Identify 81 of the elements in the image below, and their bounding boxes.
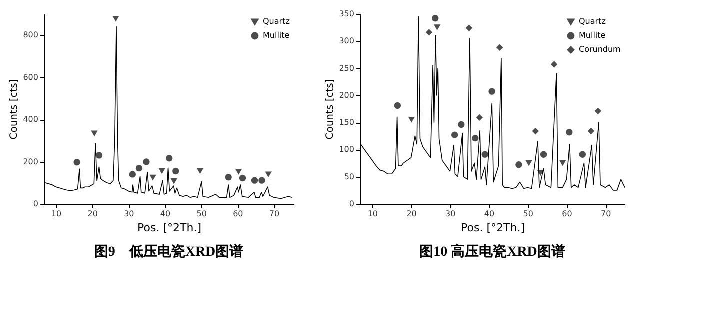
legend-label: Corundum: [579, 45, 622, 54]
x-tick-label: 30: [446, 210, 456, 218]
point: [472, 134, 479, 142]
x-tick-label: 50: [196, 210, 207, 218]
x-tick-label: 70: [600, 210, 612, 218]
y-tick-label: 100: [339, 145, 354, 154]
point: [532, 128, 539, 135]
point: [91, 130, 98, 137]
y-tick-label: 300: [339, 36, 354, 46]
y-tick-label: 350: [339, 10, 354, 18]
point: [225, 174, 232, 181]
point: [170, 178, 178, 184]
x-tick-label: 60: [562, 210, 572, 218]
y-tick-label: 150: [339, 118, 354, 128]
y-tick-label: 600: [23, 72, 38, 82]
text: 图10 高压电瓷XRD图谱: [420, 243, 566, 260]
y-tick-label: 50: [344, 172, 354, 182]
text: 图9 低压电瓷XRD图谱: [94, 243, 244, 260]
point: [394, 102, 402, 110]
point: [251, 177, 258, 184]
point: [74, 159, 80, 166]
y-tick-label: 0: [349, 200, 354, 208]
point: [235, 169, 242, 175]
y-tick-label: 200: [339, 90, 354, 100]
point: [588, 128, 595, 135]
point: [258, 177, 266, 184]
point: [579, 151, 586, 158]
point: [496, 44, 504, 52]
point: [196, 168, 204, 174]
y-axis-title: Counts [cts]: [325, 79, 336, 140]
point: [550, 61, 558, 68]
y-tick-label: 250: [339, 64, 354, 73]
point: [516, 162, 522, 168]
point: [166, 155, 173, 162]
point: [434, 24, 441, 30]
legend-label: Mullite: [579, 31, 606, 40]
x-axis-title: Pos. [°2Th.]: [461, 222, 525, 234]
x-tick-label: 20: [406, 210, 417, 218]
point: [476, 114, 484, 122]
point: [426, 29, 433, 36]
x-tick-label: 70: [269, 210, 280, 218]
legend-label: Mullite: [263, 31, 290, 40]
x-tick-label: 10: [51, 210, 62, 218]
x-tick-label: 10: [368, 210, 378, 218]
point: [408, 116, 416, 123]
point: [466, 24, 473, 32]
point: [526, 160, 532, 166]
point: [150, 174, 156, 181]
y-tick-label: 800: [23, 30, 38, 40]
y-tick-label: 200: [23, 157, 38, 166]
y-tick-label: 0: [33, 200, 38, 208]
point: [432, 14, 439, 22]
point: [112, 16, 120, 22]
point: [143, 158, 150, 166]
y-axis-title: Counts [cts]: [9, 79, 20, 140]
y-tick-label: 400: [23, 115, 38, 124]
x-tick-label: 20: [88, 210, 98, 218]
point: [239, 174, 246, 182]
point: [594, 108, 602, 115]
point: [458, 121, 465, 128]
point: [172, 168, 180, 175]
x-tick-label: 40: [484, 210, 495, 218]
point: [559, 160, 566, 166]
point: [265, 172, 272, 178]
x-tick-label: 50: [523, 210, 534, 218]
legend-label: Quartz: [579, 17, 606, 26]
point: [451, 132, 458, 138]
point: [540, 151, 548, 158]
point: [482, 151, 488, 158]
x-axis-title: Pos. [°2Th.]: [138, 222, 202, 234]
point: [136, 164, 143, 172]
point: [158, 168, 166, 174]
x-tick-label: 40: [160, 210, 171, 218]
x-tick-label: 30: [124, 210, 134, 218]
point: [129, 171, 136, 178]
point: [488, 88, 496, 95]
x-tick-label: 60: [233, 210, 244, 218]
point: [537, 170, 544, 176]
legend-label: Quartz: [263, 17, 290, 26]
point: [96, 152, 103, 159]
point: [566, 128, 573, 136]
